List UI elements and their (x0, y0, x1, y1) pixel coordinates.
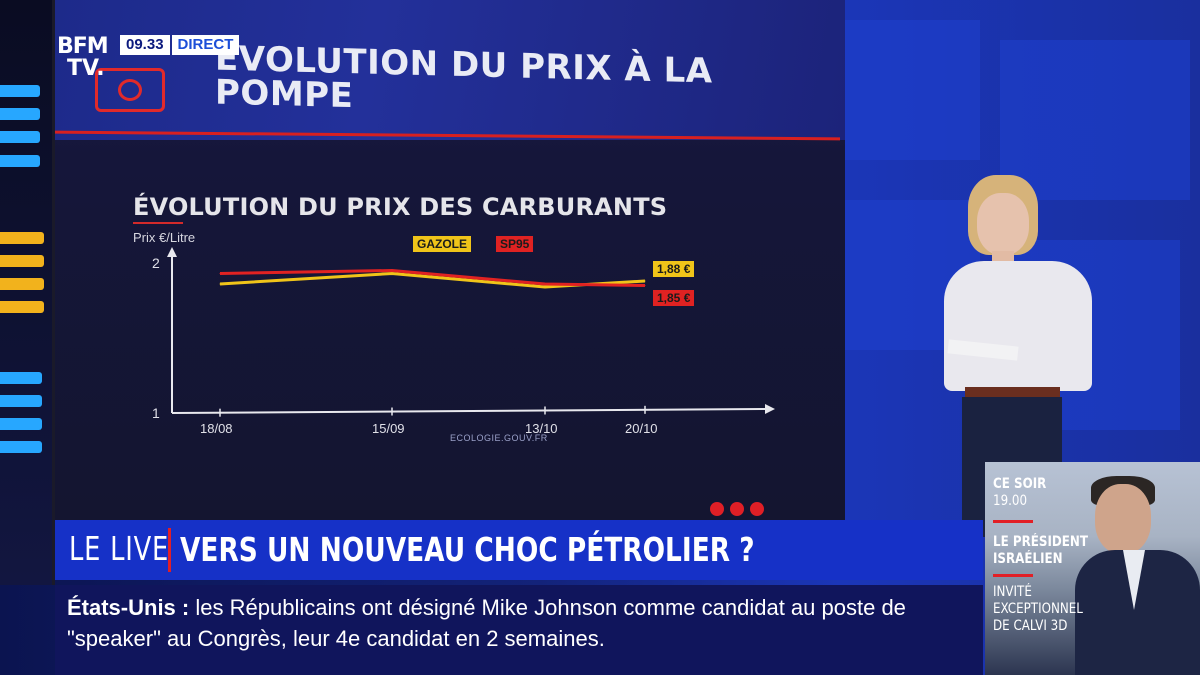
promo-box: CE SOIR 19.00 LE PRÉSIDENT ISRAÉLIEN INV… (985, 462, 1200, 675)
chart-title: ÉVOLUTION DU PRIX DES CARBURANTS (133, 193, 668, 221)
live-status: DIRECT (171, 35, 240, 55)
y-tick-label: 1 (152, 405, 160, 421)
ticker-topic: États-Unis : (67, 595, 190, 620)
promo-time: 19.00 (993, 493, 1028, 509)
ticker-body: les Républicains ont désigné Mike Johnso… (67, 595, 906, 651)
x-axis-arrow (765, 404, 775, 414)
data-point-gazole (219, 283, 221, 285)
data-point-gazole (644, 280, 646, 282)
x-tick-label: 20/10 (625, 421, 658, 436)
legend-sp95: SP95 (496, 236, 534, 252)
data-point-gazole (391, 273, 393, 274)
camera-icon (95, 68, 165, 112)
headline-separator (168, 528, 171, 572)
sp95-end-value: 1,85 € (653, 289, 695, 306)
x-axis (171, 408, 766, 414)
led-strip (0, 0, 55, 585)
price-chart: 2 1 18/08 15/09 13/10 20/10 (152, 247, 775, 436)
live-tag: LE LIVE (69, 529, 170, 568)
promo-label: CE SOIR (993, 476, 1047, 492)
presenter (930, 175, 1100, 537)
chart-y-label: Prix €/Litre (133, 230, 196, 245)
clock-time: 09.33 (120, 35, 170, 55)
promo-sub-line1: INVITÉ (993, 584, 1032, 600)
channel-logo: BFM TV. (57, 34, 115, 84)
wall-title: ÉVOLUTION DU PRIX À LA POMPE (215, 38, 713, 122)
ticker-text: États-Unis : les Républicains ont désign… (67, 592, 967, 654)
headline: VERS UN NOUVEAU CHOC PÉTROLIER ? (180, 530, 755, 569)
y-axis-arrow (167, 247, 177, 257)
promo-image (985, 462, 1200, 675)
logo-line1: BFM (57, 34, 109, 59)
wall-header (55, 0, 845, 140)
logo-line2: TV. (67, 56, 105, 81)
x-tick-label: 15/09 (372, 421, 405, 436)
chart-source: ECOLOGIE.GOUV.FR (450, 433, 548, 443)
dot-1 (710, 502, 724, 516)
news-ticker: États-Unis : les Républicains ont désign… (55, 585, 983, 675)
chart-title-underline (133, 222, 183, 224)
data-point-sp95 (391, 270, 393, 271)
promo-divider-2 (993, 574, 1033, 577)
promo-headline-line1: LE PRÉSIDENT (993, 534, 1088, 550)
headline-bar: LE LIVE VERS UN NOUVEAU CHOC PÉTROLIER ? (55, 520, 983, 580)
x-tick-label: 18/08 (200, 421, 233, 436)
pagination-dots (710, 502, 770, 521)
gazole-end-value: 1,88 € (653, 261, 695, 277)
dot-3 (750, 502, 764, 516)
dot-2 (730, 502, 744, 516)
promo-sub-line3: DE CALVI 3D (993, 618, 1068, 634)
video-wall: ÉVOLUTION DU PRIX À LA POMPE (55, 0, 845, 520)
promo-divider (993, 520, 1033, 523)
series-line-sp95 (219, 269, 646, 287)
data-point-gazole (544, 286, 546, 288)
data-point-sp95 (544, 283, 546, 285)
data-point-sp95 (644, 285, 646, 286)
data-point-sp95 (219, 273, 221, 274)
legend-gazole: GAZOLE (413, 236, 471, 252)
time-badge: 09.33 DIRECT (120, 35, 240, 55)
x-tick-label: 13/10 (525, 421, 558, 436)
y-tick-label: 2 (152, 255, 160, 271)
promo-headline-line2: ISRAÉLIEN (993, 551, 1063, 567)
promo-sub-line2: EXCEPTIONNEL (993, 601, 1083, 617)
